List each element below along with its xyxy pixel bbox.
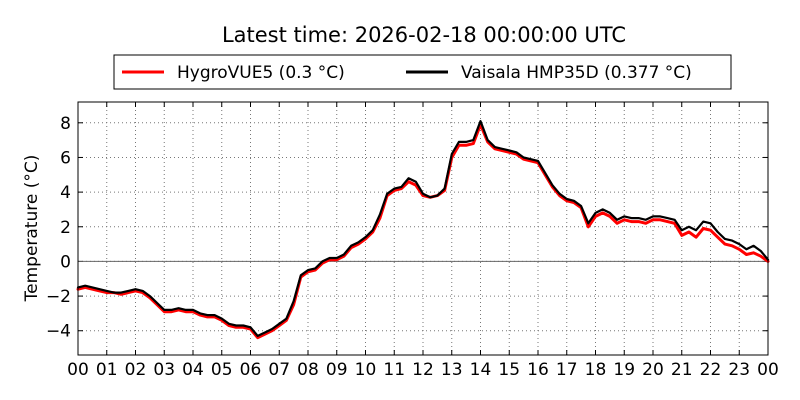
legend: HygroVUE5 (0.3 °C) Vaisala HMP35D (0.377… xyxy=(113,54,732,90)
x-tick-label: 05 xyxy=(211,360,233,380)
chart-title: Latest time: 2026-02-18 00:00:00 UTC xyxy=(222,23,626,47)
x-tick-label: 08 xyxy=(297,360,319,380)
x-tick-label: 21 xyxy=(671,360,693,380)
x-tick-label: 19 xyxy=(613,360,635,380)
x-tick-label: 14 xyxy=(470,360,492,380)
x-tick-label: 03 xyxy=(153,360,175,380)
x-tick-label: 02 xyxy=(125,360,147,380)
x-tick-label: 23 xyxy=(728,360,750,380)
x-tick-label: 12 xyxy=(412,360,434,380)
x-tick-label: 20 xyxy=(642,360,664,380)
axis-tick-labels: 00 01 02 03 04 05 06 07 08 09 10 11 12 13 14 15 16 17 18 19… xyxy=(46,114,779,380)
y-tick-label: 4 xyxy=(60,183,71,203)
x-tick-label: 10 xyxy=(355,360,377,380)
grid xyxy=(78,102,768,355)
y-tick-label: 6 xyxy=(60,148,71,168)
series-line-hygrovue xyxy=(76,123,770,340)
x-tick-label: 16 xyxy=(527,360,549,380)
x-tick-label: 00 xyxy=(67,360,89,380)
x-tick-label: 13 xyxy=(441,360,463,380)
legend-label-hygrovue: HygroVUE5 (0.3 °C) xyxy=(177,63,345,83)
x-tick-label: 09 xyxy=(326,360,348,380)
y-tick-label: 2 xyxy=(60,218,71,238)
series-line-vaisala xyxy=(76,119,770,337)
x-tick-label: 04 xyxy=(182,360,204,380)
x-tick-label: 15 xyxy=(498,360,520,380)
legend-label-vaisala: Vaisala HMP35D (0.377 °C) xyxy=(461,63,692,83)
x-tick-label: 01 xyxy=(96,360,118,380)
series-lines xyxy=(76,119,770,340)
y-tick-label: −4 xyxy=(46,322,71,342)
y-tick-label: −2 xyxy=(46,287,71,307)
plot-frame xyxy=(77,101,769,356)
axis-ticks xyxy=(77,102,769,355)
x-tick-label: 17 xyxy=(556,360,578,380)
x-tick-label: 00 xyxy=(757,360,779,380)
x-tick-label: 07 xyxy=(268,360,290,380)
x-tick-label: 06 xyxy=(240,360,262,380)
y-axis-label: Temperature (°C) xyxy=(22,155,42,303)
x-tick-label: 22 xyxy=(700,360,722,380)
y-tick-label: 0 xyxy=(60,252,71,272)
x-tick-label: 11 xyxy=(383,360,405,380)
x-tick-label: 18 xyxy=(585,360,607,380)
y-tick-label: 8 xyxy=(60,114,71,134)
